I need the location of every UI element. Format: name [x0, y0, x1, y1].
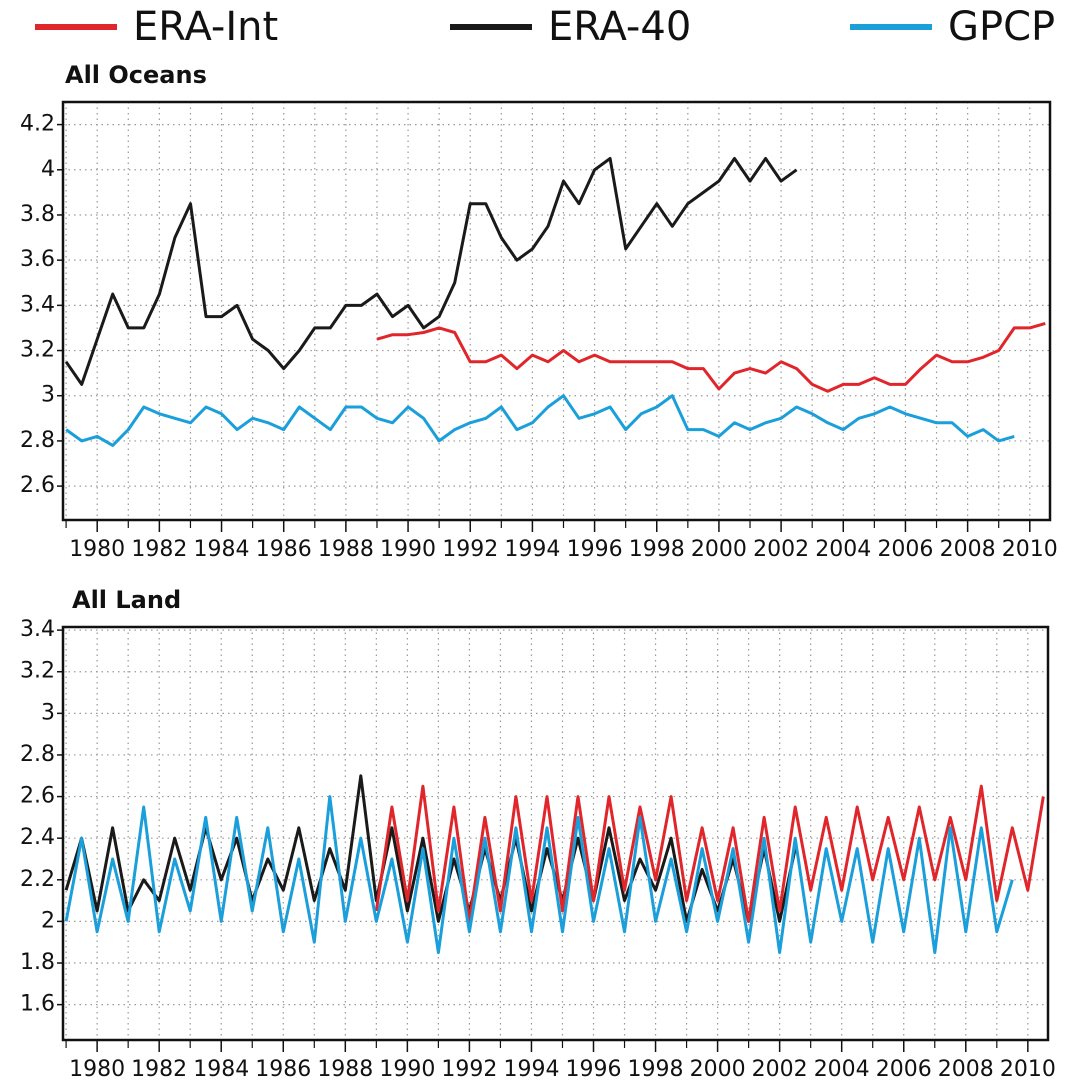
x-tick-label: 2004 — [815, 537, 871, 562]
y-tick-label: 3.6 — [20, 247, 55, 272]
y-tick-label: 1.6 — [20, 992, 55, 1017]
x-tick-label: 1982 — [131, 1057, 187, 1081]
y-tick-label: 3 — [41, 383, 55, 408]
y-tick-label: 2.8 — [20, 428, 55, 453]
x-tick-label: 1984 — [193, 1057, 249, 1081]
x-tick-label: 2000 — [691, 537, 747, 562]
series-line — [64, 774, 797, 923]
y-tick-label: 4 — [41, 157, 55, 182]
x-tick-label: 1984 — [194, 537, 250, 562]
y-tick-label: 3.2 — [20, 659, 55, 684]
x-tick-label: 1996 — [567, 537, 623, 562]
chart-title: All Oceans — [65, 61, 207, 89]
y-tick-label: 2.6 — [20, 473, 55, 498]
legend-label: ERA-40 — [548, 4, 691, 50]
x-tick-label: 1998 — [628, 1057, 684, 1081]
x-tick-label: 1988 — [317, 1057, 373, 1081]
plot-frame — [61, 625, 1050, 1042]
x-tick-label: 1980 — [69, 537, 125, 562]
x-tick-label: 1990 — [380, 537, 436, 562]
y-tick-label: 4.2 — [20, 112, 55, 137]
y-tick-label: 2 — [41, 908, 55, 933]
x-tick-label: 2010 — [1002, 537, 1058, 562]
series-line — [376, 321, 1046, 393]
series-line — [374, 784, 1045, 923]
x-tick-label: 1986 — [256, 537, 312, 562]
series-line — [64, 157, 798, 386]
plot-frame — [61, 100, 1052, 522]
series-line — [64, 795, 1014, 955]
x-tick-label: 1994 — [503, 1057, 559, 1081]
x-tick-label: 1986 — [255, 1057, 311, 1081]
y-tick-label: 2.4 — [20, 825, 55, 850]
chart-title: All Land — [72, 586, 181, 614]
x-tick-label: 2002 — [753, 537, 809, 562]
x-tick-label: 2008 — [940, 537, 996, 562]
y-tick-label: 2.6 — [20, 784, 55, 809]
series-line — [65, 394, 1015, 447]
legend-label: GPCP — [948, 4, 1055, 50]
x-tick-label: 1992 — [442, 537, 498, 562]
y-tick-label: 3 — [41, 700, 55, 725]
y-tick-label: 1.8 — [20, 950, 55, 975]
x-tick-label: 1988 — [318, 537, 374, 562]
x-tick-label: 1994 — [504, 537, 560, 562]
x-tick-label: 2010 — [1000, 1057, 1056, 1081]
x-tick-label: 1992 — [441, 1057, 497, 1081]
x-tick-label: 2006 — [877, 537, 933, 562]
x-tick-label: 2006 — [876, 1057, 932, 1081]
x-tick-label: 1990 — [379, 1057, 435, 1081]
y-tick-label: 3.8 — [20, 202, 55, 227]
x-tick-label: 2000 — [690, 1057, 746, 1081]
x-tick-label: 1996 — [566, 1057, 622, 1081]
x-tick-label: 2008 — [938, 1057, 994, 1081]
y-tick-label: 3.4 — [20, 292, 55, 317]
x-tick-label: 2004 — [814, 1057, 870, 1081]
y-tick-label: 2.8 — [20, 742, 55, 767]
y-tick-label: 3.4 — [20, 617, 55, 642]
x-tick-label: 1982 — [131, 537, 187, 562]
legend-label: ERA-Int — [133, 4, 278, 50]
x-tick-label: 2002 — [752, 1057, 808, 1081]
y-tick-label: 2.2 — [20, 867, 55, 892]
x-tick-label: 1980 — [69, 1057, 125, 1081]
x-tick-label: 1998 — [629, 537, 685, 562]
y-tick-label: 3.2 — [20, 338, 55, 363]
